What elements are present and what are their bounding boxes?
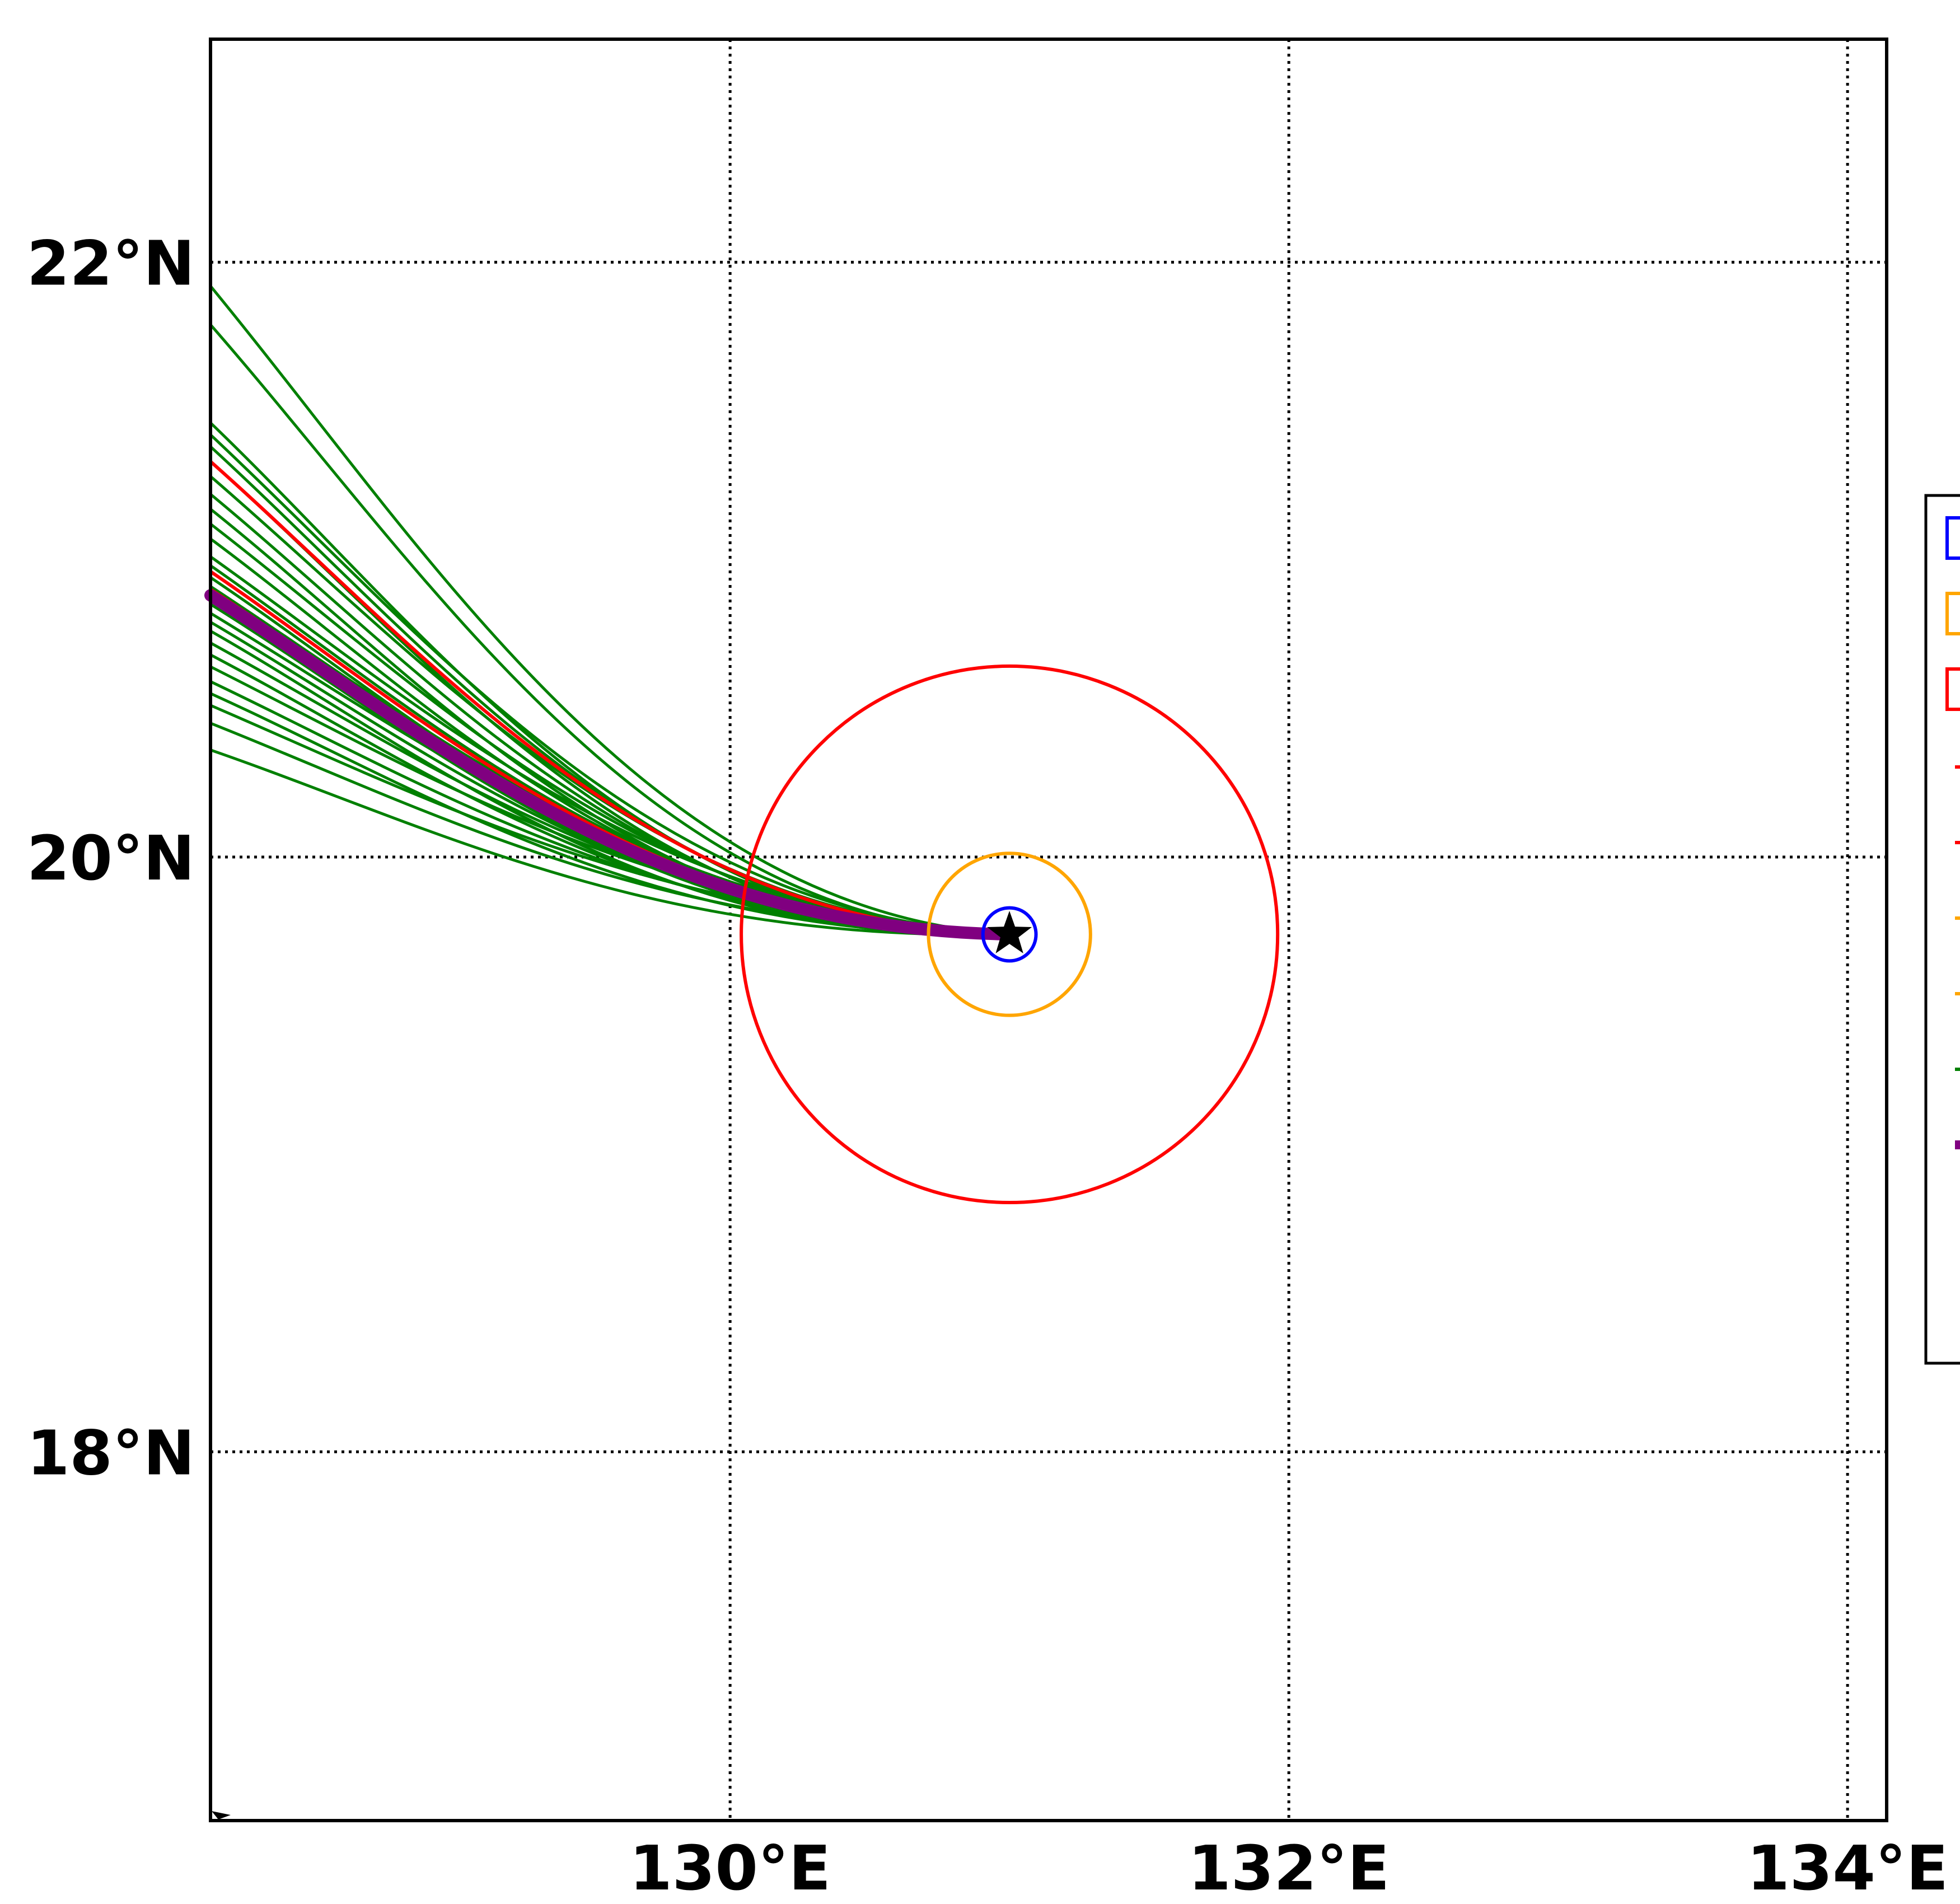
star-icon: [987, 911, 1032, 953]
longitude-label: 132°E: [1188, 1832, 1390, 1904]
legend-box: [1924, 494, 1960, 1365]
ensemble-track: [210, 748, 1010, 937]
ensemble-track: [209, 433, 1010, 936]
legend-swatch-box: [1945, 667, 1960, 711]
red-track: [209, 460, 1010, 936]
blue-circle: [981, 906, 1038, 963]
ensemble-track: [209, 594, 1010, 936]
legend-swatch-box: [1945, 516, 1960, 560]
latitude-label: 20°N: [27, 822, 195, 894]
mean-track: [204, 589, 1016, 941]
longitude-labels: 130°E 132°E 134°E: [629, 1832, 1948, 1904]
latitude-label: 22°N: [27, 227, 195, 299]
red-circle: [740, 664, 1280, 1205]
latitude-label: 18°N: [27, 1417, 195, 1489]
latitude-labels: 22°N 20°N 18°N: [27, 227, 195, 1489]
forecast-tracks: [204, 285, 1016, 941]
uncertainty-circles: [740, 664, 1280, 1205]
grid-lines: [210, 39, 1887, 1821]
longitude-label: 134°E: [1747, 1832, 1948, 1904]
orange-circle: [927, 852, 1092, 1017]
corner-arrow-icon: [212, 1811, 231, 1819]
red-track: [209, 588, 1010, 936]
legend: [1924, 494, 1960, 1365]
ensemble-track: [209, 692, 1010, 936]
ensemble-track: [209, 285, 1010, 936]
center-marker: [987, 911, 1032, 953]
longitude-label: 130°E: [629, 1832, 831, 1904]
ensemble-track: [209, 603, 1010, 936]
map-frame: [209, 38, 1888, 1822]
legend-swatch-box: [1945, 592, 1960, 635]
ensemble-track: [209, 585, 1010, 936]
ensemble-track: [209, 555, 1010, 936]
